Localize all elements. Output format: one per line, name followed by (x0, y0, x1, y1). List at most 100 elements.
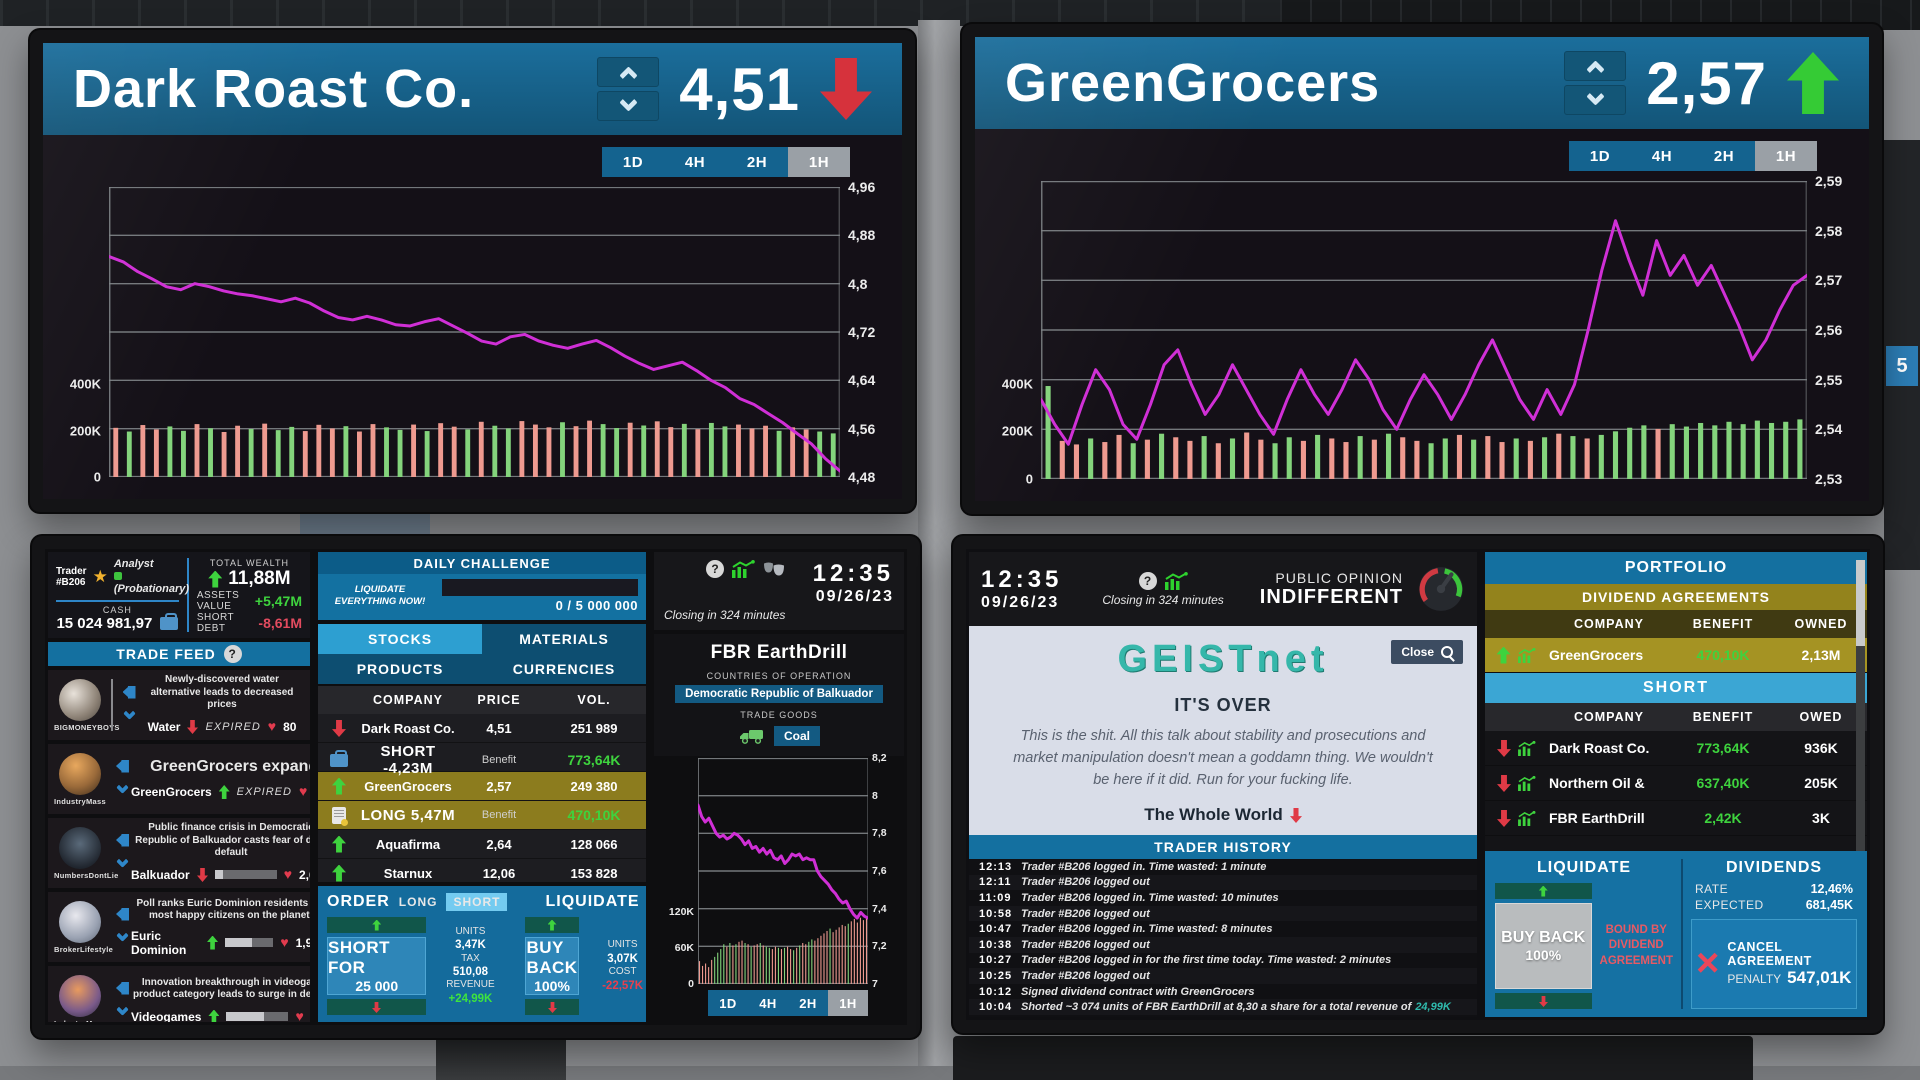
market-tab[interactable]: STOCKS (318, 624, 482, 654)
help-icon[interactable] (1138, 571, 1157, 590)
social-left-column: 12:35 09/26/23 Closing in 324 minutes PU… (969, 552, 1477, 1017)
cancel-agreement-button[interactable]: CANCEL AGREEMENT PENALTY 547,01K (1691, 919, 1857, 1009)
short-position-row[interactable]: FBR EarthDrill 2,42K 3K (1485, 801, 1867, 836)
chevron-down-icon[interactable] (116, 1002, 129, 1016)
help-icon[interactable] (706, 560, 724, 578)
short-for-button[interactable]: SHORT FOR 25 000 (327, 937, 427, 995)
timeframe-button[interactable]: 2H (746, 153, 768, 171)
decrease-button[interactable] (525, 999, 579, 1015)
buy-back-button[interactable]: BUY BACK 100% (1495, 903, 1592, 989)
market-tab[interactable]: MATERIALS (482, 624, 646, 654)
avatar (58, 752, 101, 795)
position-icon (332, 806, 348, 826)
close-button[interactable]: Close (1391, 640, 1463, 664)
help-icon[interactable] (223, 645, 242, 663)
timeframe-button[interactable]: 4H (1651, 147, 1673, 165)
market-tab[interactable]: PRODUCTS (318, 654, 482, 684)
rank-star-icon (93, 567, 108, 587)
short-position-row[interactable]: Northern Oil & 637,40K 205K (1485, 766, 1867, 801)
background-screen-edge: 5 (1884, 140, 1920, 570)
feed-username: BIGMONEYBOYS (54, 722, 120, 732)
ticker-stepper (1564, 51, 1627, 115)
expired-label: EXPIRED (236, 786, 292, 798)
history-entry: 10:04 Shorted ~3 074 units of FBR EarthD… (969, 999, 1477, 1015)
geistnet-logo: GEISTnet (1117, 638, 1329, 680)
decrease-button[interactable] (327, 999, 427, 1015)
trader-card: Trader #B206 Analyst (Probationary) CASH… (48, 552, 310, 638)
monitor-dark-roast: Dark Roast Co. 4,51 1D 4H 2H 1H 400K 200K 0 4… (30, 30, 915, 512)
feed-item[interactable]: BrokerLifestyle Poll ranks Euric Dominio… (48, 892, 310, 962)
ticker-prev-button[interactable] (597, 57, 660, 87)
position-row[interactable]: SHORT -4,23M Benefit 773,64K (318, 743, 646, 777)
pin-icon[interactable] (115, 759, 129, 773)
buy-back-button[interactable]: BUY BACK 100% (525, 937, 579, 995)
long-toggle[interactable]: LONG (398, 895, 438, 909)
short-debt-value: -8,61M (258, 615, 302, 631)
market-chart-icon[interactable] (731, 560, 755, 578)
liquidate-section: LIQUIDATE BUY BACK 100% UNITS (525, 893, 659, 1015)
timeframe-button[interactable]: 1H (788, 147, 850, 177)
timeframe-bar: 1D 4H 2H 1H (708, 990, 868, 1016)
heart-icon[interactable] (280, 934, 288, 952)
chevron-down-icon[interactable] (116, 780, 129, 794)
pin-icon[interactable] (116, 907, 129, 921)
pin-icon[interactable] (116, 833, 129, 847)
heart-icon[interactable] (268, 718, 276, 736)
increase-button[interactable] (1495, 883, 1592, 899)
dividend-row[interactable]: GreenGrocers 470,10K 2,13M (1485, 638, 1867, 673)
scrollbar[interactable] (1856, 560, 1865, 851)
stock-row[interactable]: Starnux 12,06 153 828 (318, 859, 646, 882)
avatar (59, 678, 101, 721)
pin-icon[interactable] (122, 685, 136, 699)
ticker-next-button[interactable] (1564, 85, 1627, 115)
heart-icon[interactable] (295, 1008, 303, 1023)
feed-item[interactable]: NumbersDontLie Public finance crisis in … (48, 818, 310, 888)
arrow-up-icon (1538, 885, 1548, 897)
increase-button[interactable] (327, 917, 427, 933)
heart-icon[interactable] (299, 783, 307, 801)
pin-icon[interactable] (115, 981, 129, 995)
position-row[interactable]: LONG 5,47M Benefit 470,10K (318, 801, 646, 830)
timeframe-button[interactable]: 1H (1755, 141, 1817, 171)
public-opinion-label: PUBLIC OPINION (1275, 569, 1403, 586)
ticker-prev-button[interactable] (1564, 51, 1627, 81)
short-position-row[interactable]: Dark Roast Co. 773,64K 936K (1485, 731, 1867, 766)
portfolio-panel: PORTFOLIO DIVIDEND AGREEMENTS COMPANY BE… (1485, 552, 1867, 1017)
market-chart-icon[interactable] (1164, 571, 1188, 590)
trend-icon (1496, 646, 1511, 664)
timeframe-button[interactable]: 2H (799, 995, 817, 1011)
heart-icon[interactable] (284, 866, 292, 884)
feed-item[interactable]: IndustryMass GreenGrocers expands GreenG… (48, 744, 310, 814)
feed-item[interactable]: BIGMONEYBOYS Newly-discovered water alte… (48, 670, 310, 740)
timeframe-button[interactable]: 4H (759, 995, 777, 1011)
timeframe-button[interactable]: 1D (719, 995, 737, 1011)
timeframe-button[interactable]: 1H (828, 990, 868, 1016)
trend-up-icon (1787, 52, 1839, 114)
truck-icon (739, 730, 763, 744)
short-toggle[interactable]: SHORT (446, 893, 508, 911)
chevron-down-icon[interactable] (116, 854, 129, 868)
chart-icon (1517, 740, 1535, 756)
divider (56, 599, 179, 602)
theater-masks-icon[interactable] (762, 562, 786, 577)
stock-row[interactable]: GreenGrocers 2,57 249 380 (318, 772, 646, 801)
timeframe-button[interactable]: 1D (1589, 147, 1611, 165)
increase-button[interactable] (525, 917, 579, 933)
position-type-amount: SHORT -4,23M (380, 743, 436, 777)
trader-history-title: TRADER HISTORY (1154, 839, 1292, 855)
order-section: ORDER LONG SHORT SHORT FOR 25 000 (327, 893, 508, 1015)
timeframe-button[interactable]: 2H (1713, 147, 1735, 165)
timeframe-button[interactable]: 1D (622, 153, 644, 171)
market-closing-text: Closing in 324 minutes (1102, 592, 1224, 607)
market-tab[interactable]: CURRENCIES (482, 654, 646, 684)
stock-row[interactable]: Dark Roast Co. 4,51 251 989 (318, 714, 646, 743)
feed-item[interactable]: IndustryMass Innovation breakthrough in … (48, 966, 310, 1022)
stock-row[interactable]: Aquafirma 2,64 128 066 (318, 830, 646, 859)
timeframe-button[interactable]: 4H (684, 153, 706, 171)
scrollbar-thumb[interactable] (1856, 560, 1865, 646)
trend-icon (187, 720, 198, 734)
chevron-down-icon[interactable] (116, 928, 129, 942)
ticker-next-button[interactable] (597, 91, 660, 121)
decrease-button[interactable] (1495, 993, 1592, 1009)
chevron-down-icon[interactable] (122, 706, 136, 720)
